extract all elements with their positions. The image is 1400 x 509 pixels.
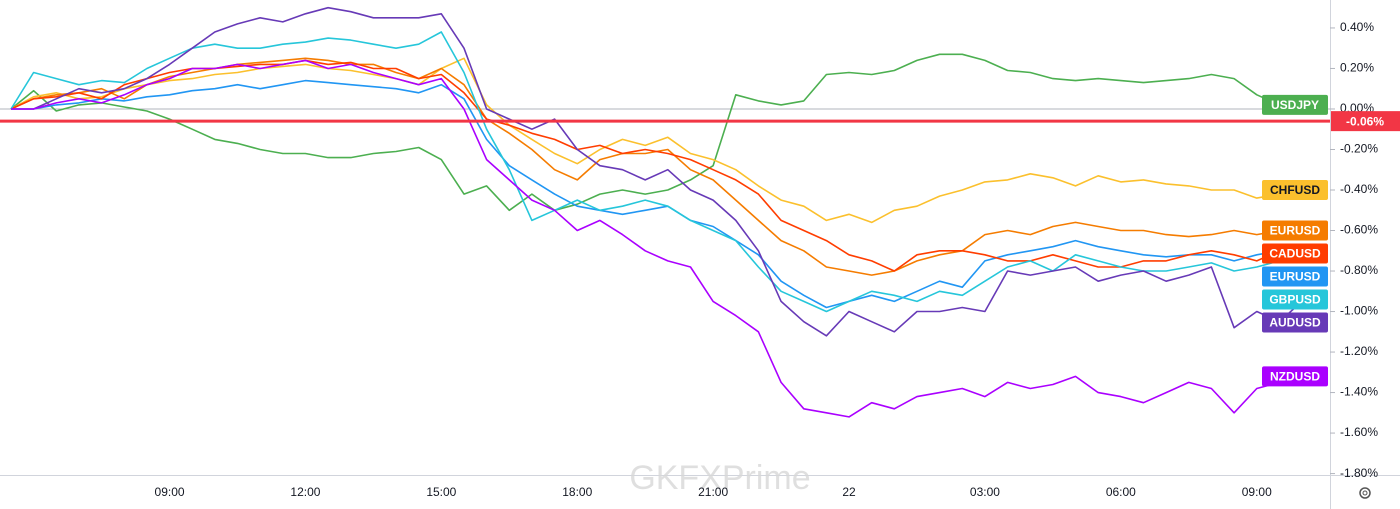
legend-label: GBPUSD: [1269, 293, 1321, 307]
series-line: [11, 59, 1303, 418]
series-line: [11, 6, 1303, 337]
settings-icon-core[interactable]: [1362, 490, 1368, 496]
y-tick-label: -1.60%: [1340, 425, 1378, 439]
y-tick-label: 0.20%: [1340, 61, 1374, 75]
series-line: [10, 57, 1302, 276]
series-line: [11, 79, 1303, 309]
series-tag: EURUSD: [1262, 220, 1328, 241]
legend-label: EURUSD: [1270, 224, 1321, 238]
x-tick-label: 09:00: [155, 485, 185, 499]
series-line: [10, 31, 1303, 313]
y-tick-label: -0.20%: [1340, 142, 1378, 156]
series-line: [10, 53, 1280, 212]
x-tick-label: 03:00: [970, 485, 1000, 499]
x-tick-label: 21:00: [698, 485, 728, 499]
price-tag-label: -0.06%: [1346, 114, 1384, 128]
x-tick-label: 15:00: [426, 485, 456, 499]
series-tag-box: [1262, 94, 1328, 115]
series-line: [10, 59, 1303, 272]
y-tick-label: -1.40%: [1340, 385, 1378, 399]
y-tick-label: -1.80%: [1340, 466, 1378, 480]
series-tag-box: [1262, 289, 1328, 310]
series-tag: USDJPY: [1262, 94, 1328, 115]
series-tag-box: [1262, 243, 1328, 264]
y-tick-label: -0.80%: [1340, 263, 1378, 277]
series-tag-box: [1262, 366, 1328, 387]
series-tag-box: [1262, 266, 1328, 287]
series-tag: EURUSD: [1262, 266, 1328, 287]
series-tag-box: [1262, 180, 1328, 200]
settings-icon[interactable]: [1359, 487, 1371, 499]
legend-label: USDJPY: [1271, 98, 1319, 112]
series-tag-box: [1262, 220, 1328, 241]
x-tick-label: 06:00: [1106, 485, 1136, 499]
y-tick-label: -0.40%: [1340, 182, 1378, 196]
legend-label: CHFUSD: [1270, 183, 1320, 197]
settings-icon-ring[interactable]: [1359, 487, 1371, 499]
y-tick-label: -1.20%: [1340, 344, 1378, 358]
price-tag: [1331, 111, 1400, 132]
series-tag: AUDUSD: [1262, 312, 1328, 333]
series-tag: GBPUSD: [1262, 289, 1328, 310]
x-tick-label: 12:00: [290, 485, 320, 499]
series-line: [10, 57, 1303, 224]
y-tick-label: 0.40%: [1340, 20, 1374, 34]
legend-label: AUDUSD: [1269, 316, 1321, 330]
x-tick-label: 22: [842, 485, 856, 499]
series-tag: CHFUSD: [1262, 180, 1328, 200]
series-tag-box: [1262, 312, 1328, 333]
y-tick-label: -0.60%: [1340, 223, 1378, 237]
series-tag: CADUSD: [1262, 243, 1328, 264]
series-tag: NZDUSD: [1262, 366, 1328, 387]
legend-label: NZDUSD: [1270, 370, 1320, 384]
watermark: GKFXPrime: [629, 459, 810, 497]
x-tick-label: 18:00: [562, 485, 592, 499]
legend-label: CADUSD: [1269, 247, 1321, 261]
x-tick-label: 09:00: [1242, 485, 1272, 499]
y-tick-label: -1.00%: [1340, 304, 1378, 318]
legend-label: EURUSD: [1270, 270, 1321, 284]
